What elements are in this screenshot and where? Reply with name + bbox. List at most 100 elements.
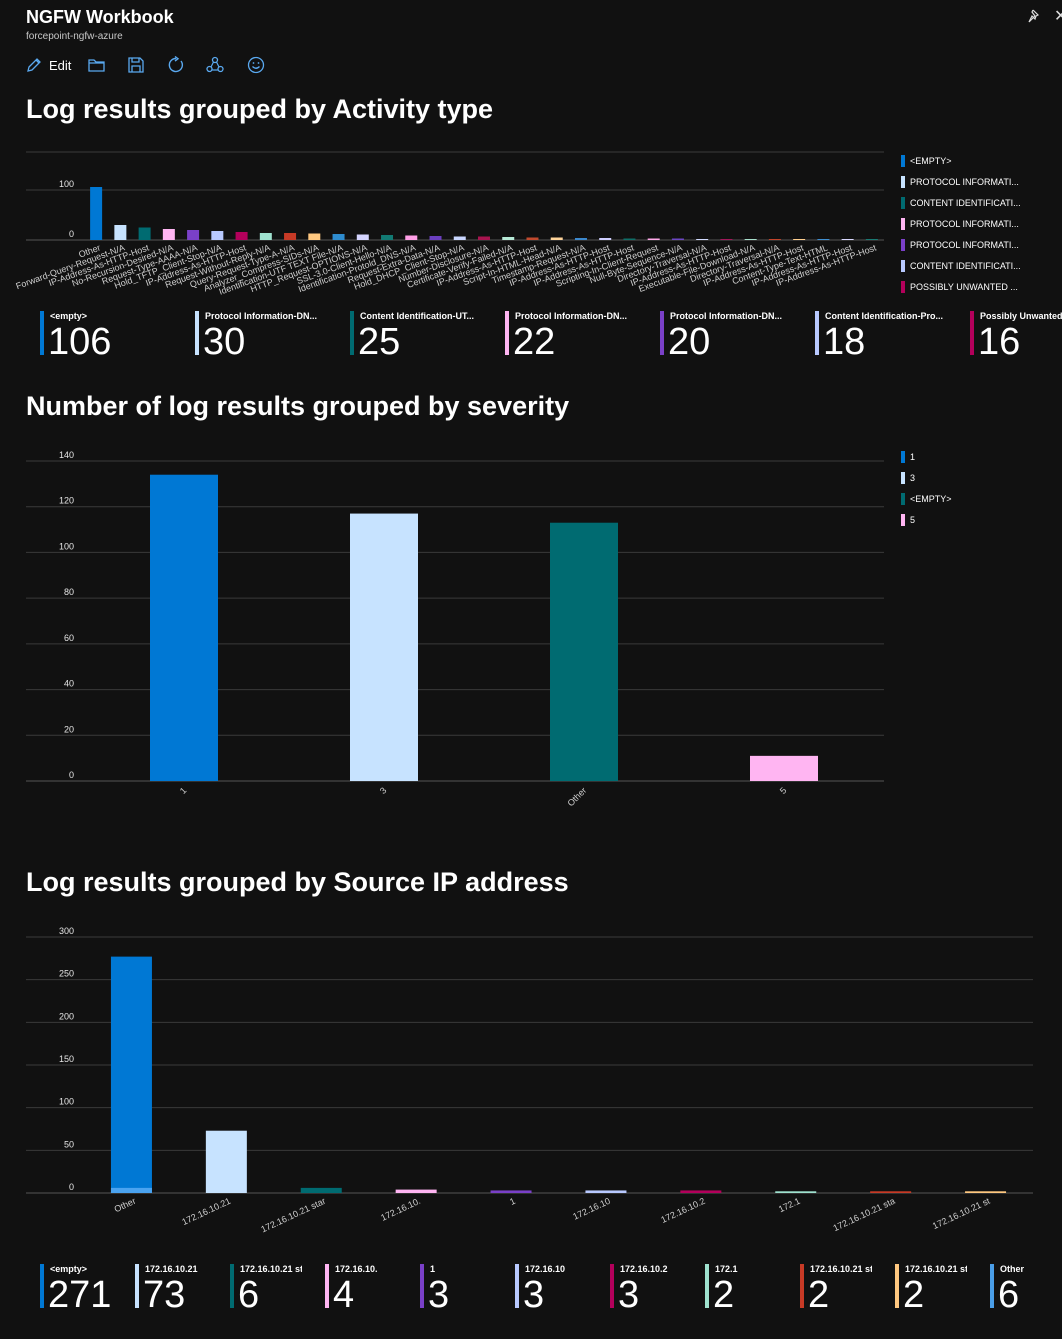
bar[interactable] — [720, 239, 733, 240]
bar[interactable] — [671, 238, 684, 241]
tile-label: Protocol Information-DN... — [670, 311, 782, 321]
tile-value: 2 — [808, 1274, 830, 1316]
bar[interactable] — [502, 237, 515, 240]
bar[interactable] — [90, 187, 103, 240]
save-button[interactable] — [128, 52, 144, 78]
legend-item[interactable]: 3 — [901, 467, 952, 488]
tile-value: 3 — [523, 1274, 545, 1316]
open-button[interactable] — [88, 52, 106, 78]
bar-segment[interactable] — [110, 1187, 152, 1193]
bar[interactable] — [793, 239, 806, 240]
bar[interactable] — [356, 234, 369, 241]
y-tick-label: 50 — [64, 1139, 74, 1149]
bar[interactable] — [429, 236, 442, 240]
tile-color-bar — [990, 1264, 994, 1308]
bar[interactable] — [841, 239, 854, 240]
bar[interactable] — [205, 1130, 247, 1193]
legend-item[interactable]: PROTOCOL INFORMATI... — [901, 234, 1021, 255]
bar[interactable] — [332, 234, 345, 240]
bar[interactable] — [870, 1191, 912, 1193]
bar[interactable] — [300, 1187, 342, 1193]
bar[interactable] — [585, 1190, 627, 1193]
tile-color-bar — [420, 1264, 424, 1308]
y-tick-label: 200 — [59, 1011, 74, 1021]
bar[interactable] — [211, 231, 224, 240]
legend-item[interactable]: 5 — [901, 509, 952, 530]
bar[interactable] — [696, 239, 709, 240]
close-icon[interactable]: ✕ — [1054, 8, 1062, 25]
legend-item[interactable]: <EMPTY> — [901, 150, 1021, 171]
bar[interactable] — [150, 474, 218, 781]
bar[interactable] — [138, 227, 151, 241]
toolbar: Edit — [0, 52, 1062, 80]
tile-label: 172.16.10.21 sta — [810, 1264, 872, 1274]
edit-button[interactable]: Edit — [26, 52, 71, 78]
bar[interactable] — [114, 225, 127, 240]
bar[interactable] — [110, 956, 152, 1193]
bar[interactable] — [623, 238, 636, 241]
bar[interactable] — [550, 522, 618, 781]
tile-value: 3 — [618, 1274, 640, 1316]
legend-item[interactable]: PROTOCOL INFORMATI... — [901, 171, 1021, 192]
x-tick-label: 172.16.10.2 — [659, 1196, 706, 1225]
tile-color-bar — [800, 1264, 804, 1308]
bar[interactable] — [405, 235, 418, 241]
bar[interactable] — [162, 229, 175, 240]
bar[interactable] — [574, 238, 587, 240]
legend-swatch — [901, 450, 905, 463]
bar[interactable] — [750, 755, 818, 781]
bar[interactable] — [395, 1189, 437, 1193]
activity-bar-chart: 0100OtherForward-Query-Request-N/AIP-Add… — [15, 151, 884, 297]
legend-item[interactable]: <EMPTY> — [901, 488, 952, 509]
tile-value: 4 — [333, 1274, 355, 1316]
bar[interactable] — [284, 233, 297, 240]
pencil-icon — [26, 57, 42, 73]
bar[interactable] — [775, 1191, 817, 1193]
bar[interactable] — [599, 238, 612, 240]
bar[interactable] — [235, 232, 248, 240]
bar[interactable] — [478, 236, 490, 241]
bar[interactable] — [768, 239, 781, 240]
x-tick-label: 1 — [178, 785, 189, 796]
bar[interactable] — [490, 1190, 532, 1193]
legend-item[interactable]: CONTENT IDENTIFICATI... — [901, 255, 1021, 276]
legend-label: PROTOCOL INFORMATI... — [910, 176, 1019, 187]
refresh-button[interactable] — [167, 52, 185, 78]
x-tick-label: 3 — [378, 785, 389, 796]
x-tick-label: 5 — [778, 785, 789, 796]
feedback-smiley-icon — [247, 56, 265, 74]
bar[interactable] — [350, 513, 418, 781]
tile-color-bar — [515, 1264, 519, 1308]
legend-label: <EMPTY> — [910, 155, 952, 166]
bar[interactable] — [187, 230, 200, 240]
tile-color-bar — [40, 311, 44, 355]
bar[interactable] — [453, 236, 466, 241]
folder-icon — [88, 57, 106, 73]
bar[interactable] — [865, 239, 878, 240]
edit-label: Edit — [49, 57, 72, 73]
legend-item[interactable]: CONTENT IDENTIFICATI... — [901, 192, 1021, 213]
bar[interactable] — [381, 235, 394, 240]
legend-item[interactable]: 1 — [901, 446, 952, 467]
bar[interactable] — [680, 1190, 722, 1193]
legend-label: 5 — [910, 514, 916, 525]
bar[interactable] — [526, 237, 539, 241]
legend-item[interactable]: POSSIBLY UNWANTED ... — [901, 276, 1021, 297]
refresh-icon — [167, 56, 185, 74]
legend-swatch — [901, 513, 905, 526]
bar[interactable] — [744, 239, 757, 240]
legend-label: PROTOCOL INFORMATI... — [910, 218, 1019, 229]
legend-item[interactable]: PROTOCOL INFORMATI... — [901, 213, 1021, 234]
bar[interactable] — [550, 237, 563, 241]
bar[interactable] — [965, 1191, 1007, 1193]
legend-label: PROTOCOL INFORMATI... — [910, 239, 1019, 250]
bar[interactable] — [817, 239, 830, 240]
pin-icon[interactable] — [1028, 9, 1042, 23]
x-tick-label: 1 — [508, 1196, 517, 1207]
share-button[interactable] — [206, 52, 224, 78]
bar[interactable] — [647, 238, 660, 241]
feedback-button[interactable] — [247, 52, 265, 78]
tile-color-bar — [505, 311, 509, 355]
bar[interactable] — [259, 233, 272, 240]
bar[interactable] — [308, 233, 321, 241]
